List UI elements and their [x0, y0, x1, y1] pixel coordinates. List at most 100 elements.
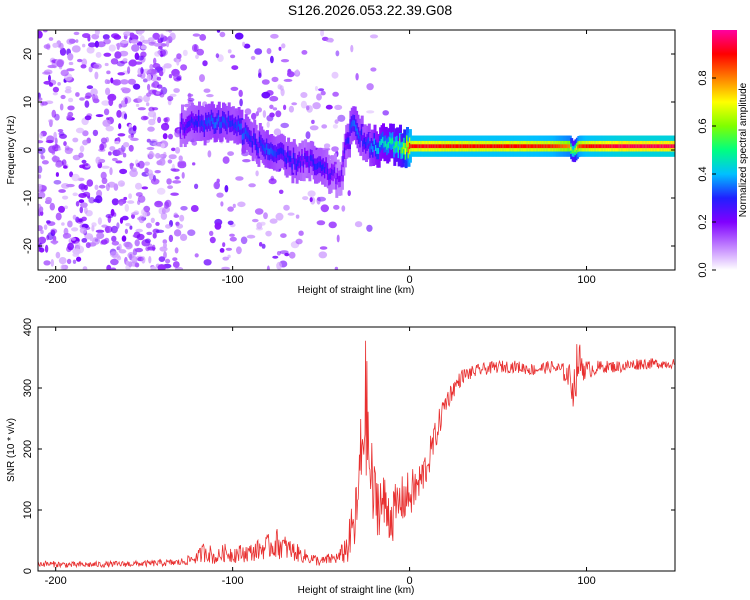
noise-speckle — [227, 220, 234, 225]
noise-speckle — [255, 226, 263, 231]
noise-speckle — [148, 41, 156, 46]
noise-speckle — [94, 30, 100, 36]
noise-speckle — [52, 155, 58, 160]
noise-speckle — [187, 92, 192, 100]
noise-speckle — [82, 139, 89, 146]
noise-speckle — [41, 155, 45, 160]
noise-speckle — [248, 183, 256, 188]
noise-speckle — [115, 42, 125, 48]
noise-speckle — [309, 197, 313, 203]
noise-speckle — [137, 107, 146, 111]
noise-speckle — [123, 31, 132, 37]
noise-speckle — [67, 53, 74, 61]
noise-speckle — [119, 168, 128, 175]
noise-speckle — [38, 174, 42, 179]
noise-speckle — [284, 252, 290, 257]
noise-speckle — [162, 239, 168, 245]
noise-speckle — [52, 86, 60, 93]
noise-speckle — [96, 232, 105, 239]
noise-speckle — [141, 186, 149, 190]
noise-speckle — [195, 54, 199, 59]
noise-speckle — [261, 91, 271, 99]
noise-speckle — [134, 239, 140, 247]
noise-speckle — [331, 146, 339, 152]
noise-speckle — [177, 161, 187, 169]
noise-speckle — [101, 165, 110, 169]
noise-speckle — [79, 206, 84, 214]
noise-speckle — [65, 86, 72, 91]
noise-speckle — [230, 86, 239, 91]
noise-speckle — [168, 154, 177, 160]
noise-speckle — [148, 256, 152, 264]
noise-speckle — [366, 110, 375, 114]
noise-speckle — [55, 172, 60, 177]
spectrogram-x-tick-label: 0 — [407, 274, 413, 286]
noise-speckle — [72, 137, 79, 143]
noise-speckle — [79, 227, 87, 234]
noise-speckle — [272, 255, 279, 259]
noise-speckle — [131, 167, 137, 172]
noise-speckle — [59, 103, 64, 111]
noise-speckle — [42, 30, 48, 33]
noise-speckle — [152, 141, 162, 147]
noise-speckle — [72, 214, 77, 220]
noise-speckle — [43, 260, 51, 266]
noise-speckle — [174, 247, 179, 254]
noise-speckle — [124, 203, 129, 212]
noise-speckle — [57, 129, 64, 133]
noise-speckle — [168, 133, 173, 140]
noise-speckle — [92, 129, 99, 137]
noise-speckle — [122, 152, 127, 158]
noise-speckle — [78, 183, 86, 190]
colorbar-tick-label: 0.4 — [697, 166, 709, 181]
noise-speckle — [159, 43, 168, 47]
noise-speckle — [137, 95, 143, 103]
noise-speckle — [295, 69, 300, 76]
noise-speckle — [142, 39, 151, 44]
noise-speckle — [100, 142, 107, 149]
noise-speckle — [259, 242, 263, 247]
noise-speckle — [265, 230, 272, 237]
noise-speckle — [129, 32, 135, 37]
noise-speckle — [137, 30, 143, 36]
noise-speckle — [147, 37, 155, 42]
noise-speckle — [91, 222, 97, 227]
snr-y-tick-label: 0 — [22, 568, 34, 574]
spectrogram-x-tick-label: 100 — [577, 274, 595, 286]
noise-speckle — [84, 115, 92, 121]
noise-speckle — [320, 30, 325, 37]
noise-speckle — [224, 185, 229, 193]
noise-speckle — [238, 89, 243, 97]
noise-speckle — [295, 214, 300, 219]
snr-y-tick-label: 400 — [22, 318, 34, 336]
noise-speckle — [79, 145, 85, 153]
noise-speckle — [137, 200, 141, 205]
noise-speckle — [72, 248, 81, 255]
noise-speckle — [125, 222, 131, 227]
noise-speckle — [110, 267, 117, 270]
snr-series-group — [38, 340, 675, 569]
noise-speckle — [84, 95, 91, 100]
noise-speckle — [67, 105, 75, 111]
noise-speckle — [117, 133, 126, 137]
snr-y-label: SNR (10 * v/v) — [6, 418, 17, 482]
noise-speckle — [242, 159, 251, 163]
noise-speckle — [71, 173, 80, 182]
noise-speckle — [157, 264, 166, 270]
noise-speckle — [227, 254, 231, 259]
noise-speckle — [155, 91, 160, 95]
noise-speckle — [227, 49, 232, 54]
noise-speckle — [314, 85, 319, 92]
noise-speckle — [215, 53, 220, 59]
noise-speckle — [153, 43, 162, 47]
noise-speckle — [176, 223, 184, 229]
noise-speckle — [142, 78, 148, 83]
snr-y-ticks: 0 100 200 300 400 — [22, 318, 675, 574]
noise-speckle — [144, 238, 151, 244]
noise-speckle — [142, 211, 147, 218]
noise-speckle — [152, 244, 156, 252]
ridge-core — [673, 144, 675, 149]
noise-speckle — [161, 122, 170, 131]
noise-speckle — [242, 41, 246, 47]
